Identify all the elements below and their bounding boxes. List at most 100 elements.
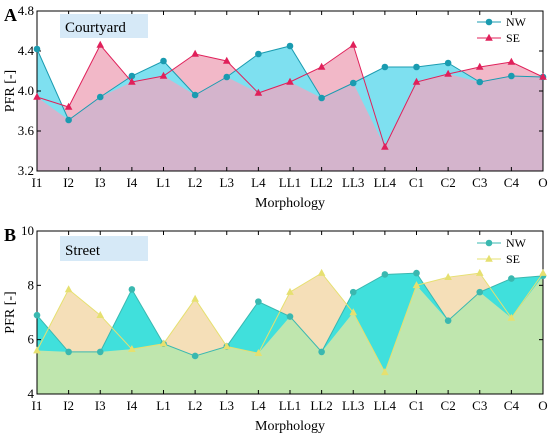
x-tick-label: L4: [251, 398, 266, 413]
data-point: [349, 288, 357, 296]
data-point: [381, 271, 389, 278]
x-tick-label: C4: [504, 175, 520, 190]
series-nw: [33, 42, 547, 124]
data-point: [96, 348, 104, 356]
title-box: [60, 236, 148, 261]
x-tick-label: I1: [32, 175, 43, 190]
data-point: [476, 288, 484, 296]
x-tick-label: LL1: [279, 398, 301, 413]
legend-label: NW: [506, 15, 527, 29]
series-se: [33, 268, 547, 376]
title-box: [60, 14, 148, 38]
data-point: [191, 49, 199, 57]
y-tick-label: 8: [28, 277, 35, 292]
y-axis-label: PFR [-]: [3, 291, 18, 333]
data-point: [507, 57, 516, 65]
data-point: [349, 79, 357, 87]
panel-letter: A: [4, 5, 17, 25]
data-point: [33, 346, 41, 354]
x-tick-label: C3: [472, 175, 487, 190]
x-tick-label: C1: [409, 398, 424, 413]
data-point: [444, 59, 452, 67]
panel-a: [33, 10, 547, 172]
data-point: [191, 352, 199, 360]
data-point: [317, 62, 326, 70]
legend-marker: [485, 18, 493, 26]
chart-title: Courtyard: [65, 20, 126, 36]
legend-marker: [485, 239, 493, 247]
x-tick-label: L2: [188, 398, 202, 413]
data-point: [444, 272, 452, 280]
data-point: [191, 294, 199, 302]
data-point: [33, 45, 41, 53]
data-point: [222, 56, 231, 64]
x-tick-label: L1: [156, 398, 170, 413]
data-point: [96, 93, 104, 101]
x-tick-label: I4: [126, 398, 137, 413]
data-point: [349, 40, 358, 48]
x-tick-label: O: [538, 175, 547, 190]
data-point: [444, 317, 452, 324]
data-point: [381, 368, 389, 376]
x-tick-label: L4: [251, 175, 266, 190]
data-point: [191, 91, 199, 99]
data-point: [128, 344, 136, 352]
data-point: [223, 73, 231, 81]
data-point: [381, 63, 389, 71]
data-point: [381, 142, 389, 150]
data-point: [475, 62, 484, 70]
x-tick-label: LL3: [342, 398, 364, 413]
x-tick-label: C2: [441, 175, 456, 190]
data-point: [128, 72, 136, 80]
data-point: [412, 281, 421, 289]
x-tick-label: C4: [504, 398, 520, 413]
legend-label: SE: [506, 31, 520, 45]
x-tick-label: C3: [472, 398, 487, 413]
data-point: [286, 313, 294, 320]
data-point: [286, 77, 294, 85]
data-point: [349, 308, 358, 316]
legend-item-se: [477, 254, 501, 262]
x-tick-label: L1: [156, 175, 170, 190]
x-tick-label: LL4: [374, 175, 397, 190]
x-tick-label: LL2: [310, 398, 332, 413]
data-point: [475, 268, 484, 276]
x-tick-label: L3: [220, 175, 234, 190]
y-tick-label: 4.4: [18, 43, 35, 58]
data-point: [65, 348, 72, 356]
data-point: [539, 72, 547, 80]
legend-item-se: [477, 33, 501, 41]
data-point: [64, 102, 73, 110]
x-tick-label: I4: [126, 175, 137, 190]
data-point: [476, 78, 484, 86]
data-point: [317, 268, 326, 276]
x-tick-label: LL3: [342, 175, 364, 190]
data-point: [318, 94, 325, 102]
x-axis-label: Morphology: [255, 419, 325, 434]
panel-letter: B: [4, 225, 16, 245]
area-fills: [37, 45, 543, 171]
data-point: [413, 269, 420, 277]
legend-marker: [485, 33, 493, 41]
data-point: [255, 298, 262, 305]
data-point: [33, 92, 41, 100]
y-tick-label: 3.2: [18, 163, 34, 178]
x-tick-label: L2: [188, 175, 202, 190]
data-point: [286, 287, 294, 295]
data-point: [65, 116, 72, 124]
x-tick-label: LL4: [374, 398, 397, 413]
y-tick-label: 3.6: [18, 123, 35, 138]
data-point: [160, 57, 167, 65]
y-tick-label: 4.8: [18, 3, 34, 18]
x-tick-label: I2: [63, 175, 74, 190]
y-tick-label: 4: [28, 386, 35, 401]
data-point: [508, 275, 515, 282]
panel-b: [33, 230, 547, 395]
x-tick-label: L3: [220, 398, 234, 413]
data-point: [539, 268, 547, 276]
x-tick-label: C2: [441, 398, 456, 413]
data-point: [286, 42, 294, 50]
data-point: [254, 88, 263, 96]
data-point: [33, 311, 41, 319]
